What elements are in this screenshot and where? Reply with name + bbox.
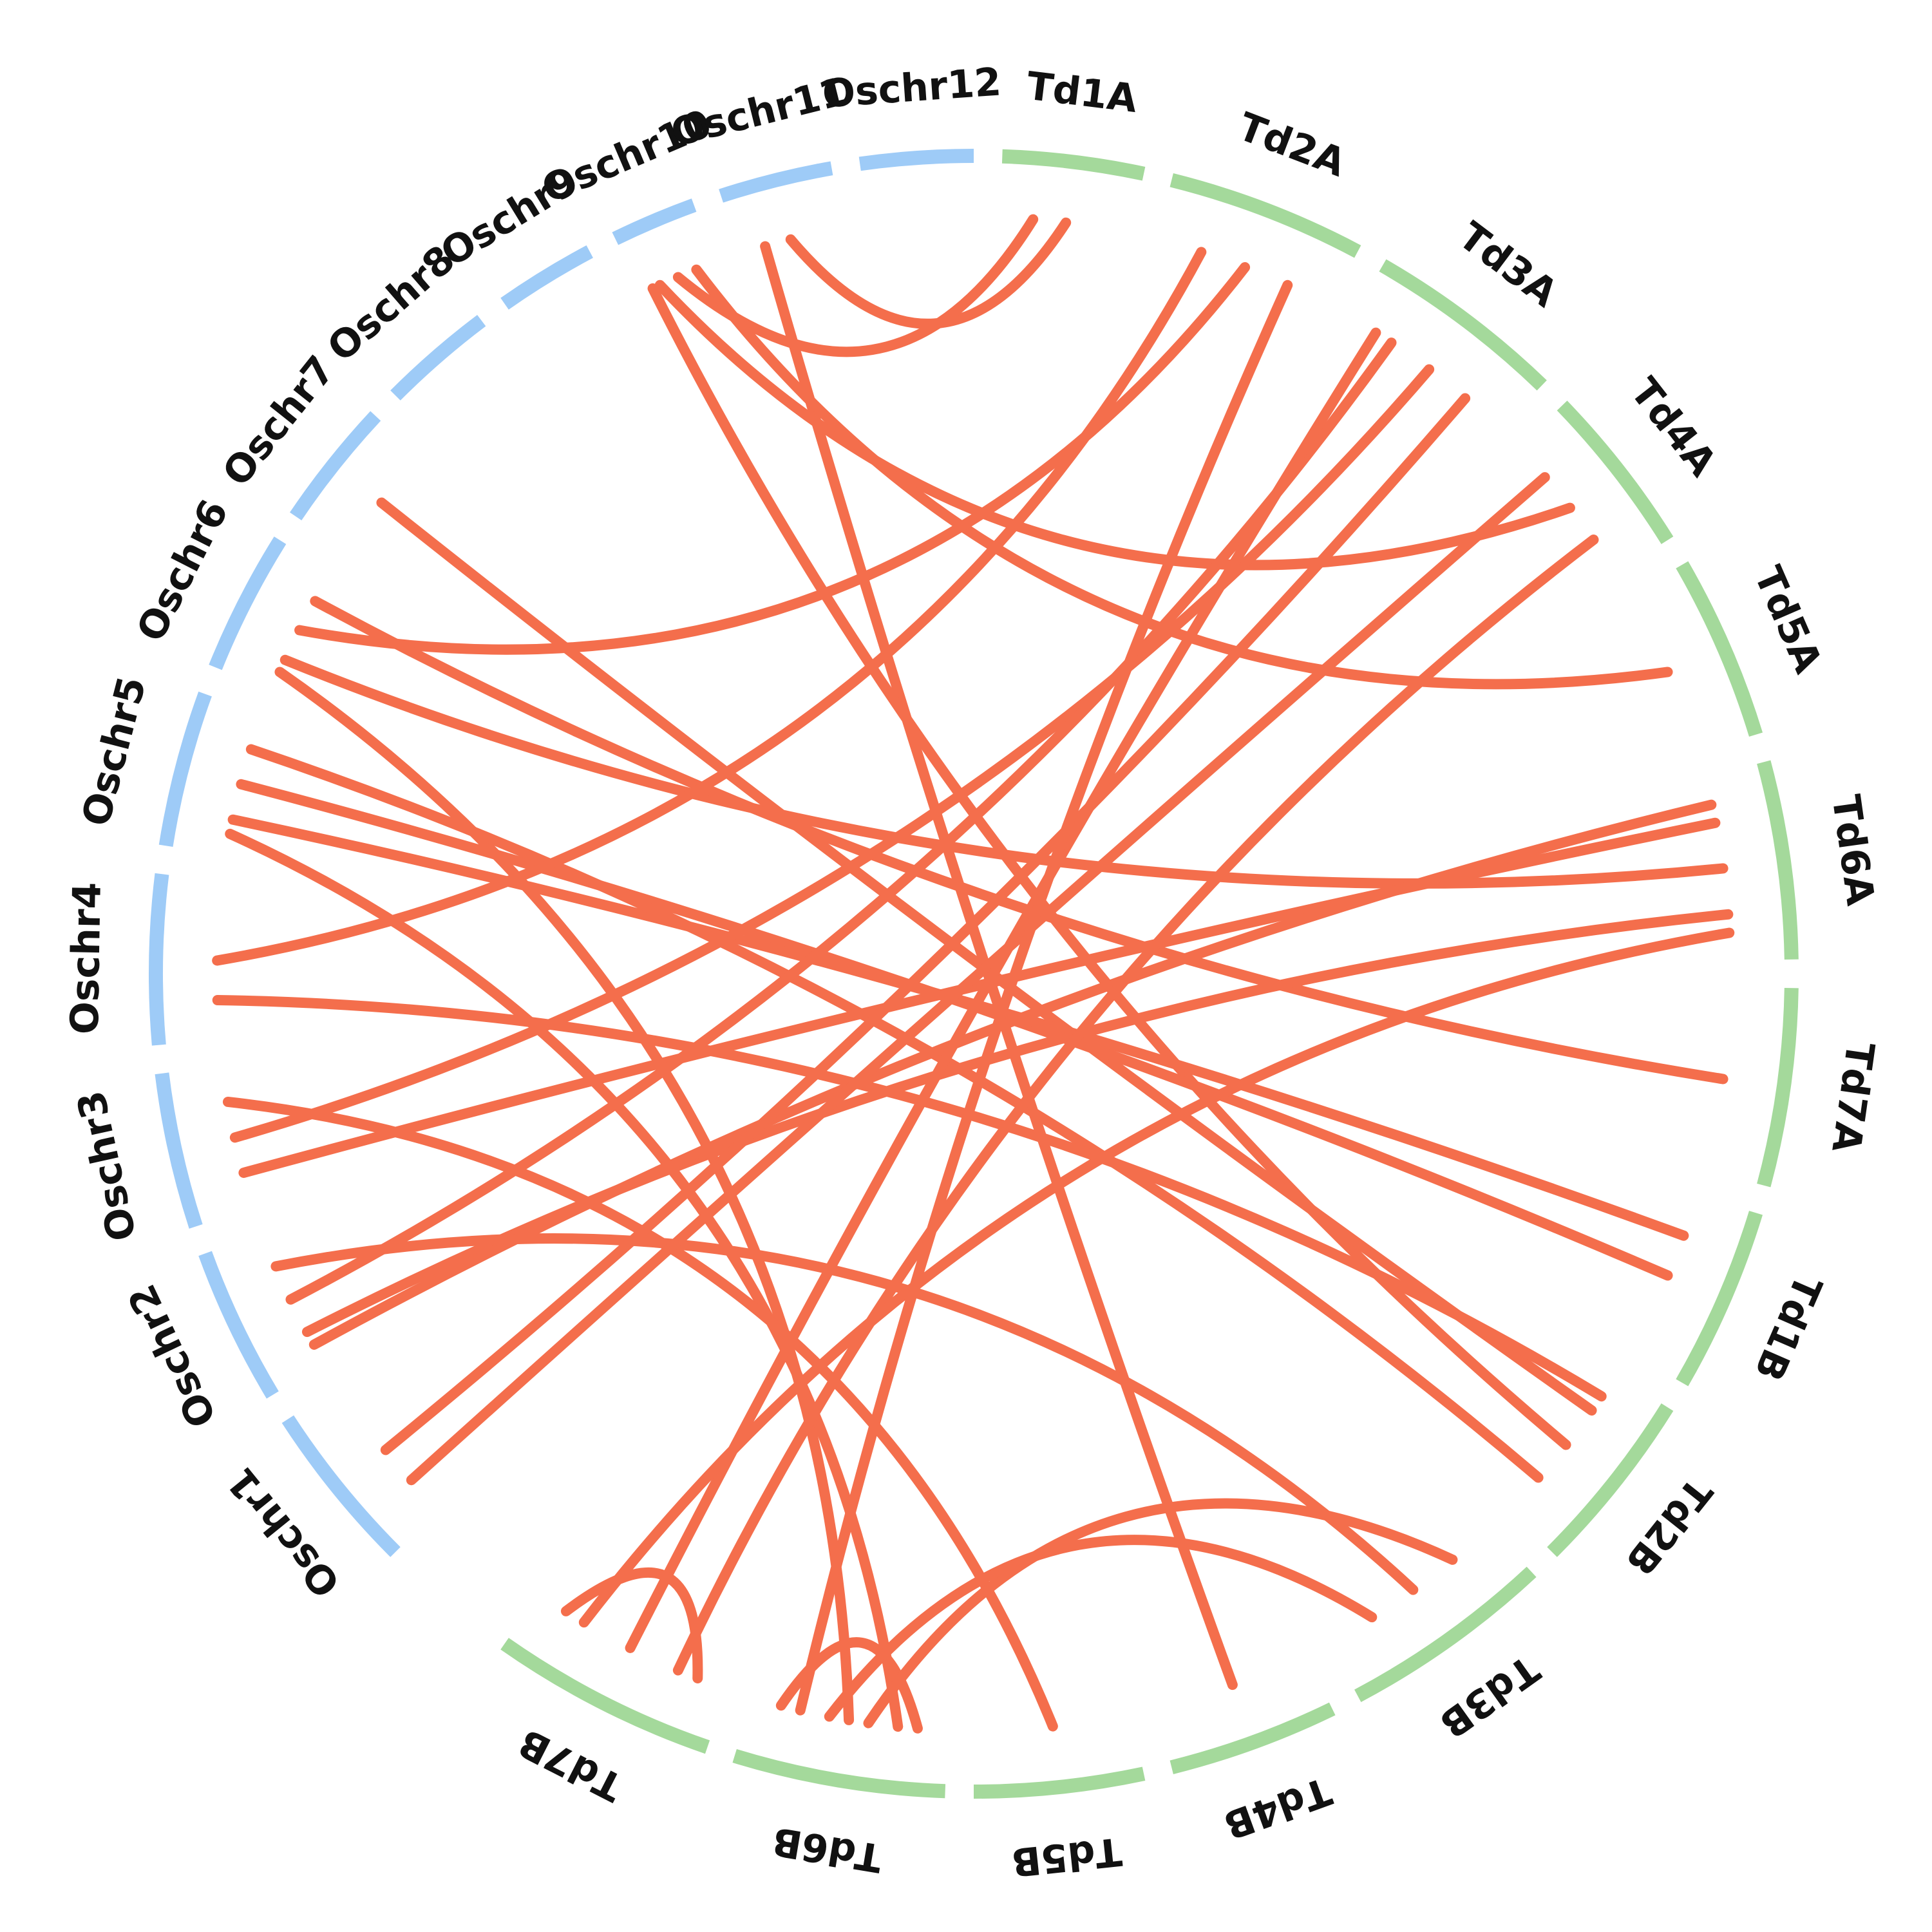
chromosome-label-oschr12: Oschr12 bbox=[821, 59, 1003, 117]
chromosome-label-td1b: Td1B bbox=[1745, 1268, 1831, 1387]
chromosome-arcs bbox=[149, 149, 1799, 1799]
chromosome-label-td4a: Td4A bbox=[1622, 370, 1725, 485]
synteny-link-12 bbox=[227, 814, 1689, 1241]
synteny-link-28 bbox=[578, 927, 1735, 1628]
chromosome-label-td1a: Td1A bbox=[1024, 64, 1140, 122]
chromosome-label-td5a: Td5A bbox=[1745, 560, 1831, 680]
chromosome-arc-td1b bbox=[1676, 1211, 1763, 1387]
chromosome-label-td2b: Td2B bbox=[1616, 1469, 1720, 1584]
chromosome-arc-oschr8 bbox=[390, 314, 486, 401]
chromosome-label-td4b: Td4B bbox=[1218, 1768, 1337, 1848]
synteny-link-30 bbox=[775, 1637, 923, 1734]
chromosome-labels: Oschr1Oschr2Oschr3Oschr4Oschr5Oschr6Osch… bbox=[62, 59, 1883, 1884]
synteny-link-9 bbox=[310, 596, 1728, 1084]
chromosome-label-td3b: Td3B bbox=[1431, 1646, 1547, 1747]
chromosome-label-oschr2: Oschr2 bbox=[119, 1278, 225, 1434]
synteny-link-25 bbox=[406, 472, 1550, 1486]
synteny-link-7 bbox=[294, 262, 1251, 655]
chromosome-arc-oschr6 bbox=[209, 536, 287, 670]
synteny-link-20 bbox=[285, 337, 1397, 1305]
chromosome-label-oschr5: Oschr5 bbox=[73, 672, 155, 831]
chromosome-arc-oschr11 bbox=[719, 161, 833, 203]
chromosome-label-oschr3: Oschr3 bbox=[69, 1086, 146, 1245]
chromosome-label-td3a: Td3A bbox=[1450, 213, 1566, 316]
synteny-link-32 bbox=[824, 1535, 1378, 1722]
chromosome-arc-oschr2 bbox=[198, 1251, 279, 1399]
chromosome-label-td5b: Td5B bbox=[1009, 1828, 1124, 1885]
chromosome-label-td2a: Td2A bbox=[1232, 104, 1352, 186]
synteny-link-15 bbox=[212, 247, 1207, 966]
synteny-link-16 bbox=[212, 995, 1607, 1402]
synteny-link-21 bbox=[301, 909, 1734, 1338]
synteny-link-18 bbox=[238, 817, 1721, 1179]
chromosome-label-td6b: Td6B bbox=[769, 1818, 886, 1880]
synteny-link-19 bbox=[222, 1096, 1058, 1732]
chromosome-label-td7a: Td7A bbox=[1823, 1039, 1882, 1156]
chromosome-arc-td6b bbox=[732, 1748, 946, 1799]
synteny-link-3 bbox=[654, 279, 1575, 571]
chromosome-arc-td3b bbox=[1354, 1566, 1537, 1703]
chromosome-arc-td2a bbox=[1170, 173, 1361, 258]
synteny-link-4 bbox=[691, 264, 1673, 690]
chromosome-label-oschr4: Oschr4 bbox=[62, 882, 110, 1035]
chromosome-arc-oschr4 bbox=[149, 873, 169, 1046]
chromosome-arc-td3a bbox=[1379, 259, 1547, 391]
synteny-link-10 bbox=[274, 667, 855, 1725]
chromosome-arc-oschr1 bbox=[281, 1415, 401, 1557]
chromosome-arc-oschr9 bbox=[500, 245, 593, 310]
chromosome-arc-td7a bbox=[1757, 987, 1799, 1188]
chromosome-arc-td7b bbox=[500, 1638, 710, 1754]
synteny-link-8 bbox=[279, 654, 1728, 889]
chromosome-label-td6a: Td6A bbox=[1823, 792, 1882, 909]
chromosome-arc-td5b bbox=[973, 1766, 1146, 1799]
chromosome-arc-td4a bbox=[1557, 401, 1674, 544]
chromosome-arc-td2b bbox=[1547, 1403, 1674, 1557]
synteny-link-29 bbox=[795, 279, 1293, 1716]
chromosome-arc-td5a bbox=[1676, 561, 1763, 737]
chromosome-arc-oschr10 bbox=[612, 198, 697, 245]
chromosome-arc-oschr3 bbox=[155, 1072, 203, 1229]
chromosome-arc-oschr5 bbox=[158, 691, 212, 848]
chromosome-arc-oschr12 bbox=[858, 149, 974, 171]
chromosome-arc-td4b bbox=[1170, 1702, 1336, 1774]
chromosome-label-oschr6: Oschr6 bbox=[128, 493, 238, 649]
chromosome-arc-td1a bbox=[1001, 149, 1146, 181]
synteny-link-24 bbox=[380, 393, 1471, 1455]
chromosome-label-td7b: Td7B bbox=[511, 1719, 630, 1810]
synteny-link-22 bbox=[270, 1233, 1419, 1595]
synteny-link-2 bbox=[672, 214, 1039, 357]
chromosome-arc-oschr7 bbox=[290, 411, 381, 520]
synteny-link-31 bbox=[863, 1498, 1458, 1728]
synteny-link-33 bbox=[560, 1567, 703, 1683]
synteny-link-17 bbox=[229, 364, 1435, 1143]
synteny-links bbox=[212, 214, 1735, 1734]
synteny-link-27 bbox=[672, 535, 1599, 1676]
chromosome-arc-td6a bbox=[1757, 760, 1799, 960]
